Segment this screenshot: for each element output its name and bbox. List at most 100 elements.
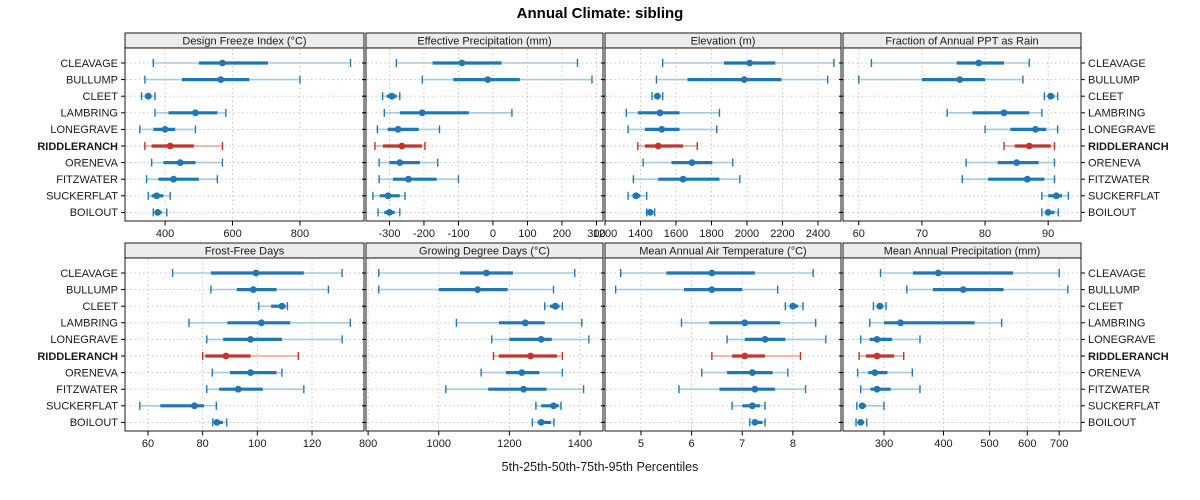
median-dot [975,59,983,67]
median-dot [1023,175,1031,183]
axis-tick-label: 7 [739,438,745,450]
panel-growing-degree-days-c: Growing Degree Days (°C) 800 1000 1200 1400 [359,242,607,450]
axis-tick-label: 90 [1042,228,1054,240]
percentile-interval-lambring [188,318,352,327]
median-dot [959,286,967,293]
percentile-interval-bullump [614,285,779,294]
percentile-interval-lonegrave [376,125,441,134]
median-dot [176,159,184,167]
median-dot [1044,209,1052,216]
median-dot [396,159,404,167]
percentile-interval-fitzwater [860,385,921,394]
row-label-right-lambring: LAMBRING [1088,318,1145,330]
axis-tick-label: 200 [553,228,571,240]
percentile-interval-cleavage [378,269,576,277]
percentile-interval-fitzwater [632,175,741,184]
median-dot [761,336,769,343]
axis-tick-label: 80 [197,438,209,450]
panel-area [605,48,841,221]
row-label-right-lonegrave: LONEGRAVE [1088,334,1156,346]
axis-tick-label: 120 [303,438,321,450]
row-label-left-fitzwater: FITZWATER [56,174,118,186]
percentile-interval-riddleranch [637,142,698,150]
percentile-interval-cleet [784,302,804,311]
row-label-right-oreneva: ORENEVA [1088,367,1142,379]
row-label-left-cleet: CLEET [83,301,119,313]
percentile-interval-fitzwater [145,175,219,184]
median-dot [751,419,759,426]
panel-elevation-m: Elevation (m) 1200 1400 1600 1800 2000 2200 240… [593,32,845,240]
axis-tick-label: 80 [979,228,991,240]
axis-tick-label: 1000 [427,438,451,450]
median-dot [394,125,402,133]
row-label-right-suckerflat: SUCKERFLAT [1088,191,1160,203]
percentile-interval-oreneva [856,368,914,377]
row-label-right-cleet: CLEET [1088,301,1124,313]
panel-strip-label: Growing Degree Days (°C) [419,245,550,257]
panel-strip-label: Fraction of Annual PPT as Rain [885,35,1038,47]
percentile-interval-lambring [625,108,721,117]
median-dot [278,302,286,310]
percentile-interval-cleavage [661,59,835,67]
panel-mean-annual-air-temperature-c: Mean Annual Air Temperature (°C) 5 6 7 8 [601,242,845,450]
percentile-interval-fitzwater [206,385,305,394]
panel-border [124,257,365,432]
median-dot [154,209,162,216]
percentile-interval-suckerflat [535,401,562,410]
axis-tick-label: 300 [587,228,605,240]
row-label-right-cleavage: CLEAVAGE [1088,268,1146,280]
percentile-interval-cleet [544,302,564,311]
percentile-interval-suckerflat [372,191,406,200]
median-dot [234,385,242,393]
axis-tick-label: 8 [790,438,796,450]
axis-tick-label: 800 [359,438,377,450]
row-label-right-riddleranch: RIDDLERANCH [1088,351,1169,363]
median-dot [1013,159,1021,167]
panel-area [366,258,603,431]
axis-tick-label: 1400 [568,438,592,450]
axis-tick-label: 60 [853,228,865,240]
median-dot [418,109,426,117]
median-dot [858,402,866,410]
median-dot [249,286,257,293]
median-dot [474,286,482,293]
median-dot [708,286,716,293]
median-dot [252,269,260,277]
percentile-interval-lambring [946,108,1043,117]
axis-tick-label: 60 [142,438,154,450]
row-label-right-fitzwater: FITZWATER [1088,384,1150,396]
axis-tick-label: 100 [518,228,536,240]
percentile-interval-boilout [531,418,555,427]
median-dot [748,402,756,410]
percentile-interval-boilout [645,208,656,217]
percentile-interval-suckerflat [627,191,648,200]
percentile-interval-lambring [869,318,1003,327]
median-dot [144,92,152,100]
row-label-right-lambring: LAMBRING [1088,108,1145,120]
panel-strip-label: Mean Annual Air Temperature (°C) [639,245,806,257]
row-label-left-suckerflat: SUCKERFLAT [46,191,118,203]
axis-tick-label: 70 [916,228,928,240]
percentile-interval-cleet [381,92,401,101]
percentile-interval-boilout [377,208,401,217]
median-dot [458,59,466,67]
row-label-right-boilout: BOILOUT [1088,207,1137,219]
row-label-left-cleavage: CLEAVAGE [60,58,118,70]
panel-effective-precipitation-mm: Effective Precipitation (mm) -300 -200 -100… [362,32,607,240]
axis-tick-label: 2200 [770,228,794,240]
median-dot [161,125,169,133]
axis-tick-label: 500 [980,438,998,450]
percentile-interval-lambring [680,318,817,327]
axis-tick-label: 400 [156,228,174,240]
percentile-interval-cleavage [152,59,352,67]
median-dot [873,352,881,360]
median-dot [746,59,754,67]
median-dot [520,385,527,393]
axis-tick-label: 600 [223,228,241,240]
percentile-interval-lonegrave [491,335,590,344]
percentile-interval-riddleranch [1003,142,1056,150]
median-dot [632,192,640,200]
median-dot [527,352,534,360]
